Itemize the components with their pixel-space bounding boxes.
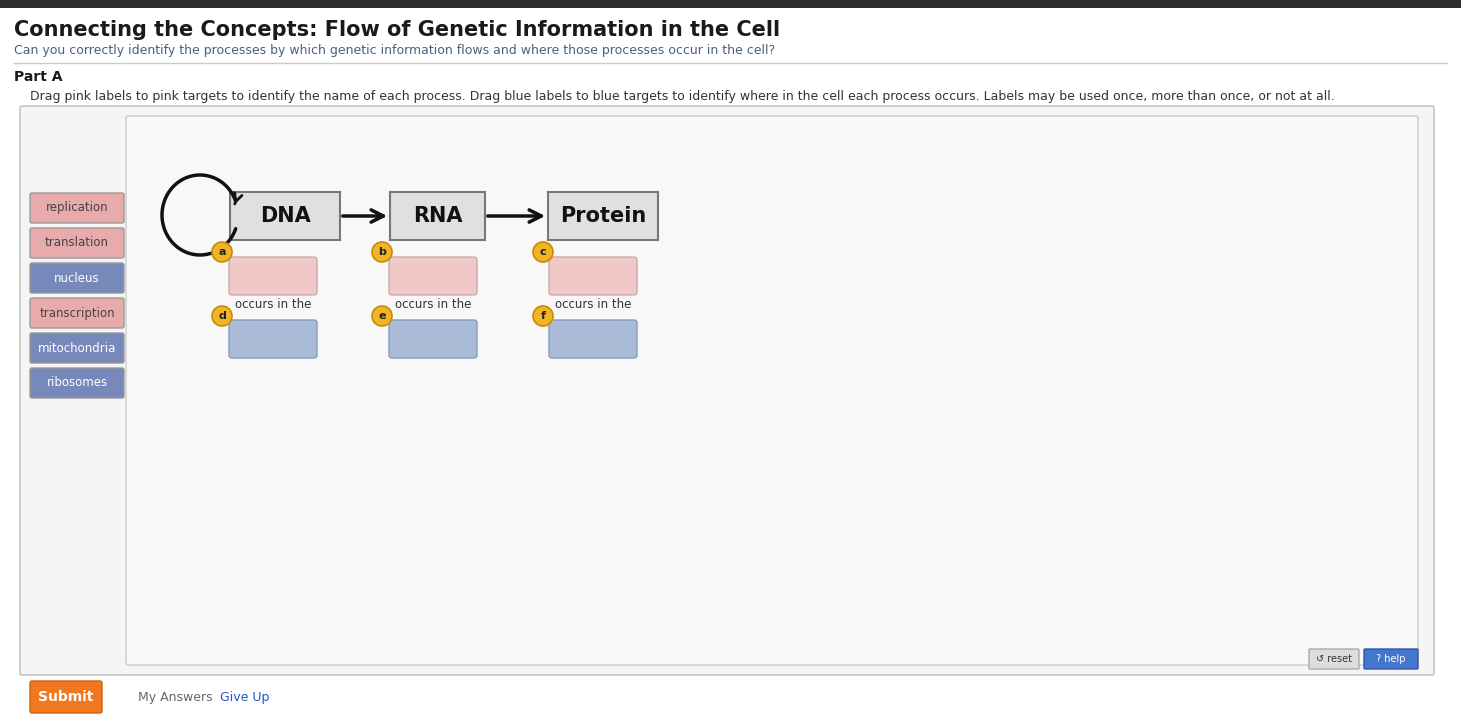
Bar [229,192,340,240]
FancyBboxPatch shape [31,333,124,363]
Bar [0,0,1461,8]
Text: Part A: Part A [15,70,63,84]
Text: Submit: Submit [38,690,94,704]
FancyBboxPatch shape [31,228,124,258]
Text: occurs in the: occurs in the [394,299,472,311]
Circle shape [212,242,232,262]
Circle shape [212,306,232,326]
FancyBboxPatch shape [31,368,124,398]
FancyBboxPatch shape [31,681,102,713]
FancyBboxPatch shape [229,257,317,295]
Text: Protein: Protein [560,206,646,226]
Text: translation: translation [45,236,110,249]
Circle shape [373,242,392,262]
Circle shape [373,306,392,326]
Text: ribosomes: ribosomes [47,377,108,390]
Text: occurs in the: occurs in the [235,299,311,311]
Text: transcription: transcription [39,307,115,319]
Text: Can you correctly identify the processes by which genetic information flows and : Can you correctly identify the processes… [15,44,776,57]
FancyBboxPatch shape [31,193,124,223]
Text: My Answers: My Answers [137,691,213,704]
Text: d: d [218,311,226,321]
Text: DNA: DNA [260,206,310,226]
Text: mitochondria: mitochondria [38,342,117,355]
Text: replication: replication [45,201,108,214]
Text: c: c [539,247,546,257]
FancyBboxPatch shape [31,263,124,293]
Text: ? help: ? help [1376,654,1405,664]
FancyBboxPatch shape [229,320,317,358]
FancyBboxPatch shape [20,106,1435,675]
FancyBboxPatch shape [389,257,476,295]
Bar [390,192,485,240]
Bar [548,192,657,240]
FancyBboxPatch shape [126,116,1419,665]
Text: occurs in the: occurs in the [555,299,631,311]
Text: e: e [378,311,386,321]
Circle shape [533,242,554,262]
Text: a: a [218,247,226,257]
Text: nucleus: nucleus [54,271,99,284]
Circle shape [533,306,554,326]
Text: f: f [541,311,545,321]
FancyBboxPatch shape [549,320,637,358]
FancyBboxPatch shape [389,320,476,358]
Text: RNA: RNA [413,206,462,226]
Text: Give Up: Give Up [221,691,269,704]
Text: Connecting the Concepts: Flow of Genetic Information in the Cell: Connecting the Concepts: Flow of Genetic… [15,20,780,40]
FancyBboxPatch shape [31,298,124,328]
FancyBboxPatch shape [1365,649,1419,669]
Text: ↺ reset: ↺ reset [1316,654,1351,664]
FancyBboxPatch shape [549,257,637,295]
Text: Drag pink labels to pink targets to identify the name of each process. Drag blue: Drag pink labels to pink targets to iden… [31,90,1335,103]
FancyBboxPatch shape [1309,649,1359,669]
Text: b: b [378,247,386,257]
